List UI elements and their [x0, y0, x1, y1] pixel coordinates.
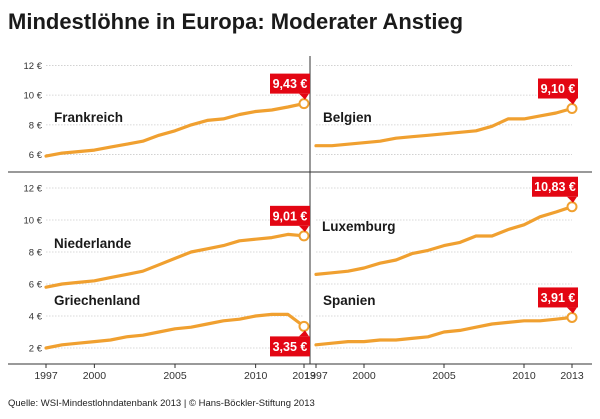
x-tick-label: 2005: [432, 370, 456, 382]
country-label-griechenland: Griechenland: [54, 293, 140, 308]
y-tick-label: 8 €: [29, 120, 43, 131]
y-tick-label: 12 €: [24, 184, 43, 195]
value-callout-pointer: [299, 330, 309, 337]
value-callout-belgien: [538, 78, 578, 99]
value-callout-griechenland: [270, 336, 310, 357]
value-callout-spanien: [538, 287, 578, 308]
x-tick-label: 2005: [163, 370, 187, 382]
source-note: Quelle: WSI-Mindestlohndatenbank 2013 | …: [8, 398, 315, 409]
chart-title: Mindestlöhne in Europa: Moderater Anstie…: [8, 9, 464, 34]
value-callout-pointer: [299, 93, 309, 100]
end-marker-luxemburg: [566, 201, 578, 213]
value-callout-pointer: [567, 98, 577, 105]
x-tick-label: 2013: [560, 370, 584, 382]
y-tick-label: 6 €: [29, 150, 43, 161]
y-tick-label: 10 €: [24, 216, 43, 227]
y-tick-label: 6 €: [29, 280, 43, 291]
end-marker-griechenland: [298, 320, 310, 332]
value-label-spanien: 3,91 €: [541, 291, 576, 305]
series-line-luxemburg: [314, 205, 574, 276]
value-callout-pointer: [567, 196, 577, 203]
x-tick-label: 2010: [244, 370, 268, 382]
value-callout-pointer: [299, 225, 309, 232]
country-label-spanien: Spanien: [323, 293, 376, 308]
value-callout-luxemburg: [532, 176, 578, 197]
series-line-spanien: [314, 315, 574, 347]
end-marker-spanien: [566, 311, 578, 323]
series-line-belgien: [314, 106, 574, 148]
y-tick-label: 12 €: [24, 61, 43, 72]
value-label-belgien: 9,10 €: [541, 82, 576, 96]
value-label-niederlande: 9,01 €: [273, 209, 308, 223]
x-tick-label: 2010: [512, 370, 536, 382]
end-marker-frankreich: [298, 98, 310, 110]
y-tick-label: 4 €: [29, 312, 43, 323]
country-label-belgien: Belgien: [323, 110, 372, 125]
country-label-frankreich: Frankreich: [54, 110, 123, 125]
end-marker-niederlande: [298, 230, 310, 242]
x-tick-label: 1997: [34, 370, 58, 382]
y-tick-label: 2 €: [29, 344, 43, 355]
value-label-griechenland: 3,35 €: [273, 340, 308, 354]
value-callout-frankreich: [270, 73, 310, 94]
end-marker-belgien: [566, 103, 578, 115]
x-tick-label: 2000: [83, 370, 107, 382]
series-line-niederlande: [44, 232, 306, 289]
y-tick-label: 10 €: [24, 91, 43, 102]
x-tick-label: 2013: [292, 370, 316, 382]
value-callout-niederlande: [270, 205, 310, 226]
series-line-griechenland: [44, 312, 306, 350]
x-tick-label: 2000: [352, 370, 376, 382]
x-tick-label: 1997: [304, 370, 328, 382]
country-label-luxemburg: Luxemburg: [322, 219, 396, 234]
country-label-niederlande: Niederlande: [54, 236, 132, 251]
series-line-frankreich: [44, 101, 306, 158]
y-tick-label: 8 €: [29, 248, 43, 259]
value-callout-pointer: [567, 307, 577, 314]
value-label-luxemburg: 10,83 €: [534, 180, 576, 194]
value-label-frankreich: 9,43 €: [273, 77, 308, 91]
